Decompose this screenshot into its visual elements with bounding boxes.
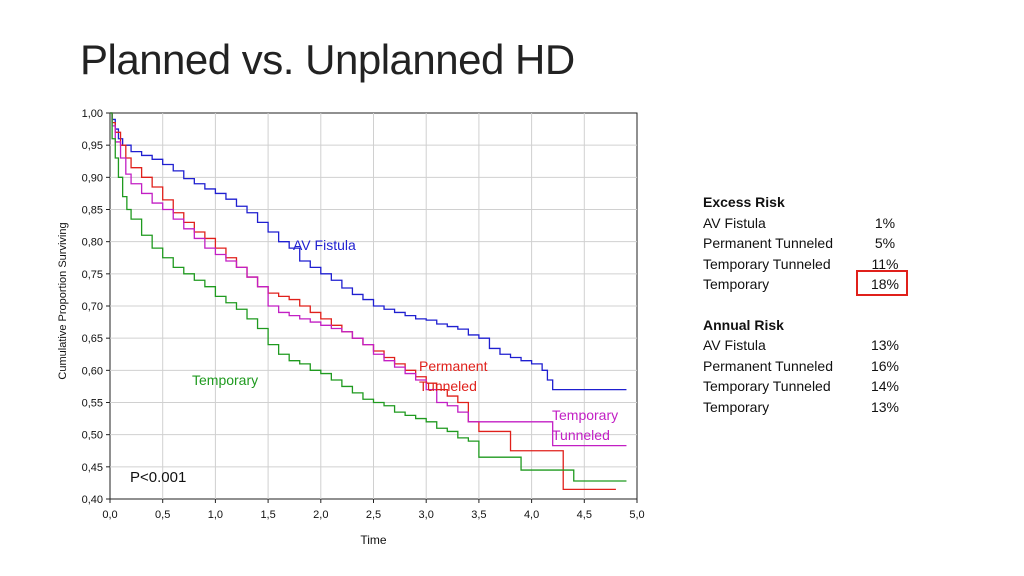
excess-risk-highlight-box — [856, 270, 908, 296]
excess-risk-label: Temporary Tunneled — [703, 255, 831, 272]
excess-risk-label: Permanent Tunneled — [703, 235, 833, 251]
x-tick-label: 0,5 — [155, 509, 170, 521]
y-tick-label: 0,90 — [82, 172, 103, 184]
y-tick-label: 0,70 — [82, 301, 103, 313]
excess-risk-value: 1% — [874, 214, 896, 231]
annual-risk-row: Permanent Tunneled 16% — [703, 356, 933, 377]
series-label: Temporary — [552, 407, 618, 423]
y-tick-label: 0,45 — [82, 462, 103, 474]
annual-risk-value: 13% — [870, 337, 900, 353]
y-axis-label: Cumulative Proportion Surviving — [57, 222, 69, 379]
y-tick-label: 0,50 — [82, 430, 103, 442]
annual-risk-value: 16% — [870, 357, 900, 374]
excess-risk-row: Temporary 18% — [703, 274, 933, 295]
x-tick-label: 1,0 — [208, 509, 223, 521]
excess-risk-value: 5% — [874, 235, 896, 251]
y-tick-label: 0,65 — [82, 333, 103, 345]
series-line-av-fistula — [110, 112, 627, 391]
y-tick-label: 0,80 — [82, 237, 103, 249]
y-tick-label: 0,75 — [82, 269, 103, 281]
x-axis-label: Time — [360, 533, 387, 547]
x-tick-label: 2,5 — [366, 509, 381, 521]
annual-risk-value: 14% — [870, 378, 900, 394]
page-title: Planned vs. Unplanned HD — [80, 36, 575, 83]
excess-risk-heading: Excess Risk — [703, 194, 785, 210]
annual-risk-heading: Annual Risk — [703, 316, 784, 333]
series-label: AV Fistula — [293, 237, 356, 253]
x-tick-label: 4,0 — [524, 509, 539, 521]
x-tick-label: 3,0 — [419, 509, 434, 521]
annual-risk-row: Temporary 13% — [703, 397, 933, 418]
annual-risk-label: Temporary — [703, 398, 770, 415]
excess-risk-value: 11% — [871, 255, 899, 272]
excess-risk-row: Permanent Tunneled 5% — [703, 233, 933, 254]
survival-chart: 0,40 0,45 0,50 0,55 0,60 0,65 0,70 0,75 0,80 0,85… — [57, 108, 645, 547]
y-tick-label: 0,60 — [82, 365, 103, 377]
annual-risk-row: AV Fistula 13% — [703, 335, 933, 356]
series-label: Tunneled — [552, 427, 610, 443]
p-value-annotation: P<0.001 — [130, 469, 186, 486]
y-tick-label: 0,55 — [82, 398, 103, 410]
excess-risk-label: AV Fistula — [703, 214, 766, 231]
y-tick-label: 0,85 — [82, 205, 103, 217]
annual-risk-label: AV Fistula — [703, 337, 766, 353]
series-label: Permanent — [419, 358, 488, 374]
risk-panel: Excess Risk AV Fistula 1% Permanent Tunn… — [703, 192, 933, 417]
y-tick-label: 1,00 — [82, 108, 103, 120]
annual-risk-label: Permanent Tunneled — [703, 357, 833, 374]
annual-risk-value: 13% — [870, 398, 900, 415]
excess-risk-label: Temporary — [703, 276, 770, 292]
x-tick-label: 4,5 — [577, 509, 592, 521]
y-tick-label: 0,40 — [82, 494, 103, 506]
x-tick-label: 2,0 — [313, 509, 328, 521]
x-tick-label: 1,5 — [260, 509, 275, 521]
annual-risk-row: Temporary Tunneled 14% — [703, 376, 933, 397]
series-line-temporary-tunneled — [110, 112, 627, 447]
series-line-temporary — [110, 112, 627, 482]
excess-risk-row: Temporary Tunneled 11% — [703, 254, 933, 275]
annual-risk-label: Temporary Tunneled — [703, 378, 831, 394]
x-tick-label: 3,5 — [471, 509, 486, 521]
excess-risk-row: AV Fistula 1% — [703, 213, 933, 234]
series-label: Tunneled — [419, 378, 477, 394]
x-tick-label: 0,0 — [102, 509, 117, 521]
series-label: Temporary — [192, 372, 258, 388]
y-tick-label: 0,95 — [82, 140, 103, 152]
excess-risk-value: 18% — [870, 276, 900, 292]
x-tick-label: 5,0 — [629, 509, 644, 521]
